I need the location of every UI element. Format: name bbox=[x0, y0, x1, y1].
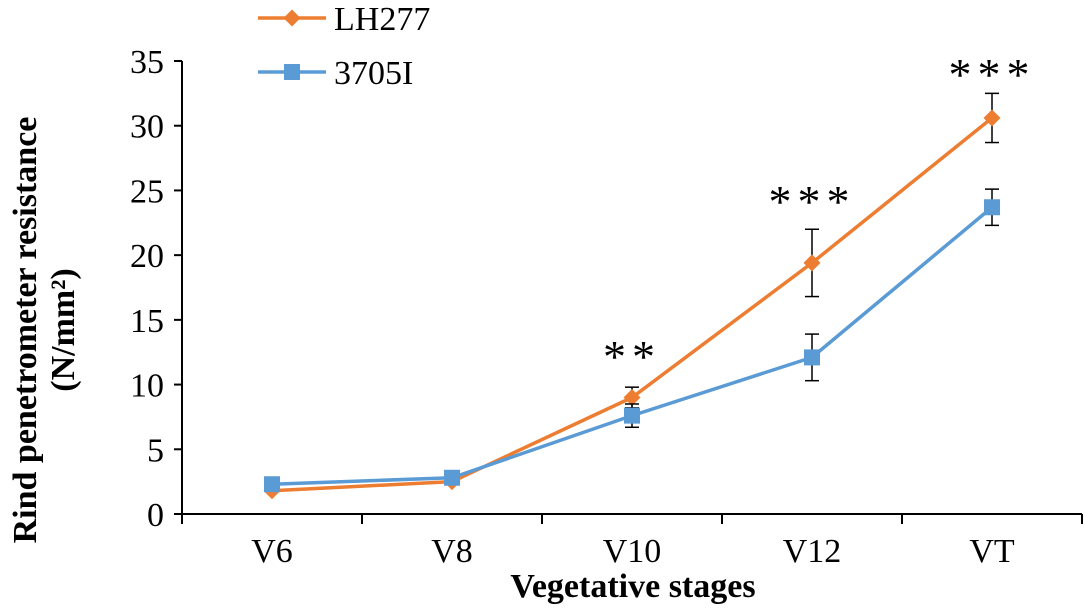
y-tick-label: 0 bbox=[147, 497, 164, 534]
legend-label: 3705I bbox=[334, 55, 413, 92]
significance-label: *** bbox=[949, 49, 1036, 100]
data-point bbox=[264, 476, 280, 493]
annotation-layer: ******** bbox=[603, 49, 1036, 382]
y-tick-label: 10 bbox=[130, 368, 164, 405]
series-line bbox=[271, 116, 994, 493]
y-axis-units: (N/mm²) bbox=[45, 268, 82, 391]
y-tick-label: 5 bbox=[147, 432, 164, 469]
data-point bbox=[444, 469, 460, 486]
data-point bbox=[803, 254, 821, 272]
x-tick-label: VT bbox=[969, 533, 1015, 570]
significance-label: ** bbox=[603, 331, 661, 382]
series-layer bbox=[263, 92, 1001, 500]
y-tick-label: 15 bbox=[130, 303, 164, 340]
legend-marker bbox=[283, 9, 301, 27]
data-point bbox=[984, 199, 1000, 216]
axes-layer: 0 5 10 15 20 25 30 35 V6 V8 V10 V12 VT bbox=[130, 44, 1083, 570]
x-tick-label: V10 bbox=[603, 533, 662, 570]
data-point bbox=[623, 389, 641, 407]
legend: LH277 3705I bbox=[258, 1, 430, 92]
data-point bbox=[624, 407, 640, 424]
legend-marker bbox=[284, 64, 300, 80]
x-tick-label: V12 bbox=[783, 533, 842, 570]
x-tick-label: V8 bbox=[431, 533, 473, 570]
y-tick-label: 30 bbox=[130, 109, 164, 146]
data-point bbox=[983, 109, 1001, 127]
x-tick-label: V6 bbox=[251, 533, 293, 570]
data-point bbox=[804, 349, 820, 366]
y-tick-label: 35 bbox=[130, 44, 164, 81]
y-tick-label: 20 bbox=[130, 238, 164, 275]
y-axis-title-group: Rind penetrometer resistance (N/mm²) bbox=[7, 117, 82, 544]
x-axis-title: Vegetative stages bbox=[510, 568, 755, 605]
legend-label: LH277 bbox=[334, 1, 430, 38]
series-LH277 bbox=[263, 92, 1001, 500]
y-tick-label: 25 bbox=[130, 173, 164, 210]
y-axis-title: Rind penetrometer resistance bbox=[7, 117, 44, 544]
significance-label: *** bbox=[769, 176, 856, 227]
series-3705I bbox=[264, 188, 1000, 493]
